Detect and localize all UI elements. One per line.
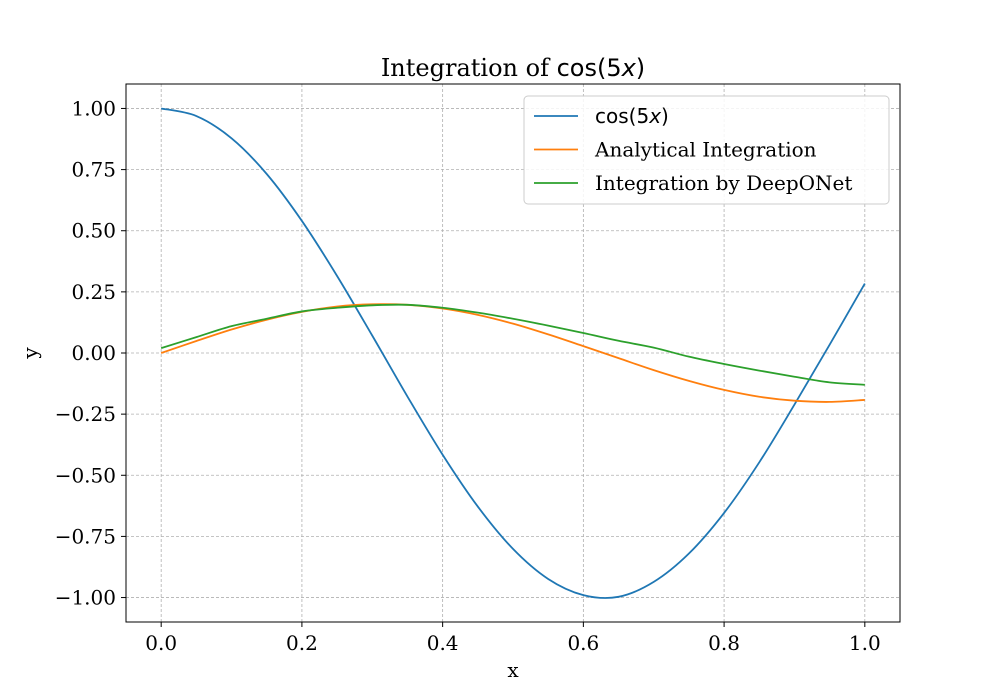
x-axis-label: x	[507, 658, 519, 682]
y-tick-label: −0.50	[55, 463, 116, 487]
x-tick-label: 0.2	[286, 631, 318, 655]
y-tick-label: −1.00	[55, 586, 116, 610]
legend: cos(5x) Analytical Integration Integration…	[523, 95, 890, 205]
y-tick-label: 1.00	[71, 96, 116, 120]
x-tick-label: 0.4	[427, 631, 459, 655]
y-tick-label: 0.75	[71, 158, 116, 182]
y-tick-label: −0.75	[55, 524, 116, 548]
x-tick-label: 0.6	[567, 631, 599, 655]
series-line-0	[160, 107, 866, 599]
x-tick-label: 1.0	[849, 631, 881, 655]
x-tick-label: 0.0	[145, 631, 177, 655]
series-line-2	[160, 303, 865, 386]
x-axis-ticks: 0.0 0.2 0.4 0.6 0.8 1.0	[145, 622, 881, 655]
y-tick-label: 0.00	[71, 341, 116, 365]
y-tick-label: −0.25	[55, 402, 116, 426]
chart-title: Integration of cos(5x)	[381, 54, 645, 82]
y-axis-label: y	[18, 347, 42, 360]
y-axis-ticks: 1.00 0.75 0.50 0.25 0.00 −0.25 −0.50 −0.75 −1.00	[55, 96, 126, 610]
y-tick-label: 0.50	[71, 219, 116, 243]
x-tick-label: 0.8	[708, 631, 740, 655]
legend-box	[523, 95, 890, 205]
legend-label-1: Analytical Integration	[594, 138, 817, 162]
legend-label-2: Integration by DeepONet	[595, 171, 852, 195]
series-layer	[160, 107, 866, 599]
y-tick-label: 0.25	[71, 280, 116, 304]
legend-label-0: cos(5x)	[595, 104, 669, 128]
